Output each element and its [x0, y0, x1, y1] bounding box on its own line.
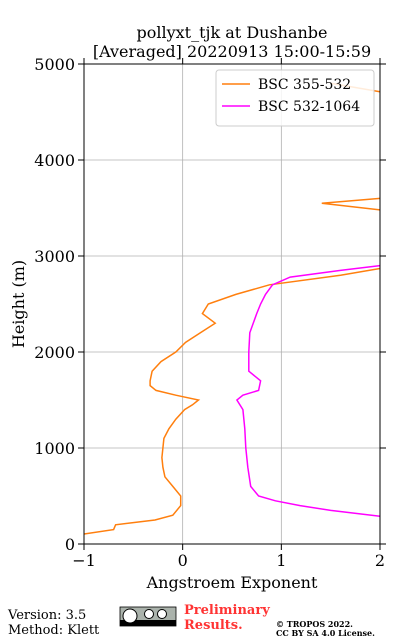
- x-tick-label: 0: [178, 551, 188, 570]
- chart-subtitle: [Averaged] 20220913 15:00-15:59: [93, 42, 371, 61]
- plot-frame: [83, 63, 381, 545]
- cc-logo: [119, 606, 177, 627]
- x-tick-label: −1: [72, 551, 96, 570]
- method: Method: Klett: [8, 623, 100, 638]
- x-axis-label: Angstroem Exponent: [146, 573, 318, 592]
- y-tick-label: 2000: [34, 343, 75, 362]
- grid: [83, 63, 381, 545]
- legend: BSC 355-532 BSC 532-1064: [215, 69, 375, 127]
- y-tick-label: 5000: [34, 55, 75, 74]
- series-line: [84, 82, 380, 535]
- legend-box: [215, 69, 375, 127]
- legend-label: BSC 355-532: [258, 77, 351, 93]
- chart-title: pollyxt_tjk at Dushanbe: [136, 23, 327, 42]
- y-tick-label: 0: [65, 535, 75, 554]
- lines: [84, 82, 380, 535]
- copyright: © TROPOS 2022.: [276, 619, 353, 629]
- y-tick-label: 1000: [34, 439, 75, 458]
- y-axis-label: Height (m): [9, 260, 28, 348]
- y-tick-label: 4000: [34, 151, 75, 170]
- y-tick-label: 3000: [34, 247, 75, 266]
- x-tick-label: 1: [276, 551, 286, 570]
- series-line: [235, 264, 380, 517]
- license: CC BY SA 4.0 License.: [276, 628, 375, 638]
- version: Version: 3.5: [7, 608, 86, 623]
- x-tick-label: 2: [375, 551, 385, 570]
- legend-label: BSC 532-1064: [258, 99, 360, 115]
- status: Preliminary Results.: [184, 603, 270, 633]
